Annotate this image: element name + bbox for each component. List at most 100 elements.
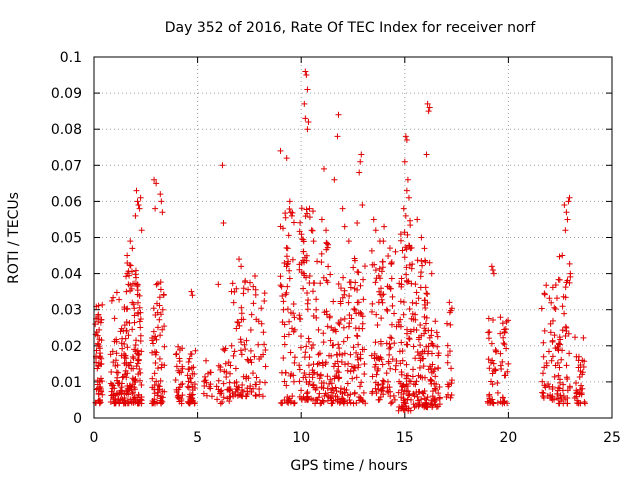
data-point xyxy=(227,393,234,400)
data-point xyxy=(414,257,421,264)
data-point xyxy=(389,399,396,406)
data-point xyxy=(233,383,240,390)
data-point xyxy=(248,359,255,366)
data-point xyxy=(377,394,384,401)
data-point xyxy=(95,302,102,309)
data-point xyxy=(302,349,309,356)
data-point xyxy=(240,290,247,297)
data-point xyxy=(261,298,268,305)
data-point xyxy=(358,379,365,386)
data-point xyxy=(236,322,243,329)
data-point xyxy=(356,383,363,390)
data-point xyxy=(549,353,556,360)
data-point xyxy=(130,355,137,362)
data-point xyxy=(256,386,263,393)
data-point xyxy=(325,393,332,400)
data-point xyxy=(233,325,240,332)
data-point xyxy=(372,385,379,392)
data-point xyxy=(157,279,164,286)
data-point xyxy=(248,389,255,396)
data-point xyxy=(226,386,233,393)
data-point xyxy=(575,400,582,407)
data-point xyxy=(297,219,304,226)
data-point xyxy=(300,236,307,243)
data-point xyxy=(319,359,326,366)
data-point xyxy=(577,362,584,369)
data-point xyxy=(286,395,293,402)
data-point xyxy=(114,380,121,387)
data-point xyxy=(399,383,406,390)
data-point xyxy=(426,334,433,341)
data-point xyxy=(486,365,493,372)
data-point xyxy=(122,355,129,362)
data-point xyxy=(301,254,308,261)
data-point xyxy=(208,393,215,400)
data-point xyxy=(117,328,124,335)
data-point xyxy=(222,345,229,352)
data-point xyxy=(94,340,101,347)
data-point xyxy=(339,294,346,301)
data-point xyxy=(353,349,360,356)
data-point xyxy=(372,339,379,346)
data-point xyxy=(185,378,192,385)
data-point xyxy=(372,279,379,286)
data-point xyxy=(403,361,410,368)
data-point xyxy=(247,347,254,354)
data-point xyxy=(579,369,586,376)
data-point xyxy=(259,393,266,400)
data-point xyxy=(578,382,585,389)
data-point xyxy=(354,268,361,275)
data-point xyxy=(369,388,376,395)
data-point xyxy=(405,388,412,395)
data-point xyxy=(548,395,555,402)
data-point xyxy=(486,328,493,335)
data-point xyxy=(230,352,237,359)
data-point xyxy=(379,264,386,271)
data-point xyxy=(136,318,143,325)
data-point xyxy=(374,367,381,374)
data-point xyxy=(335,111,342,118)
data-point xyxy=(158,393,165,400)
data-point xyxy=(564,375,571,382)
data-point xyxy=(277,273,284,280)
data-point xyxy=(447,321,454,328)
data-point xyxy=(485,315,492,322)
data-point xyxy=(137,194,144,201)
data-point xyxy=(151,176,158,183)
data-point xyxy=(490,270,497,277)
data-point xyxy=(378,315,385,322)
data-point xyxy=(354,220,361,227)
data-point xyxy=(425,108,432,115)
data-point xyxy=(426,259,433,266)
data-point xyxy=(127,238,134,245)
data-point xyxy=(489,370,496,377)
data-point xyxy=(448,380,455,387)
data-point xyxy=(286,275,293,282)
data-point xyxy=(425,343,432,350)
data-point xyxy=(396,404,403,411)
data-point xyxy=(445,383,452,390)
data-point xyxy=(327,376,334,383)
data-point xyxy=(237,336,244,343)
data-point xyxy=(281,378,288,385)
data-point xyxy=(228,342,235,349)
data-point xyxy=(150,328,157,335)
data-point xyxy=(404,326,411,333)
data-point xyxy=(302,115,309,122)
data-point xyxy=(304,126,311,133)
data-point xyxy=(403,264,410,271)
data-point xyxy=(303,72,310,79)
data-point xyxy=(150,305,157,312)
data-point xyxy=(241,341,248,348)
data-point xyxy=(281,333,288,340)
data-point xyxy=(134,347,141,354)
data-point xyxy=(138,381,145,388)
data-point xyxy=(291,359,298,366)
x-tick-label: 10 xyxy=(292,430,310,446)
data-point xyxy=(298,387,305,394)
data-point xyxy=(399,247,406,254)
data-point xyxy=(418,234,425,241)
data-point xyxy=(539,370,546,377)
data-point xyxy=(406,391,413,398)
data-point xyxy=(402,244,409,251)
